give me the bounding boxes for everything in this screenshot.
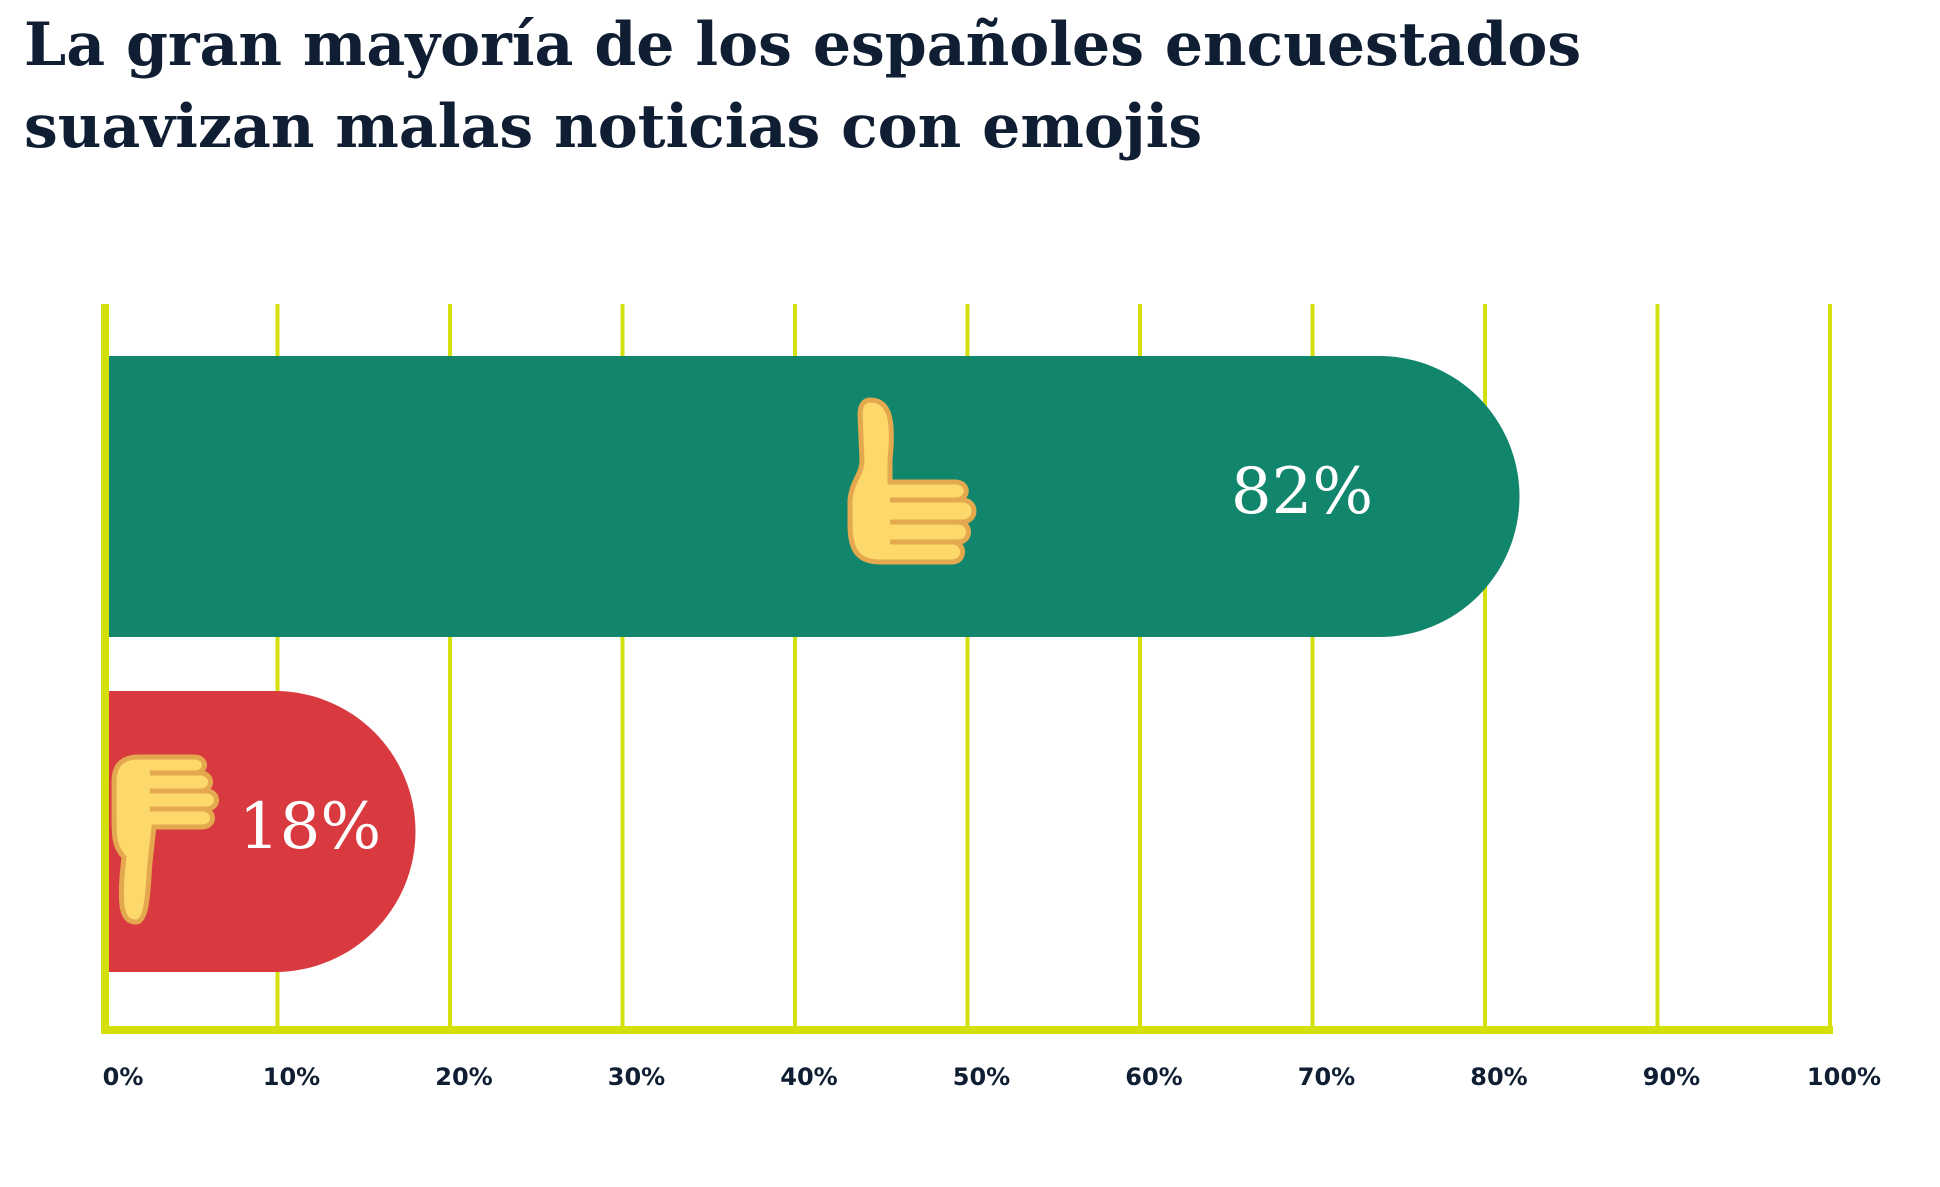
- x-tick-label: 30%: [608, 1063, 665, 1091]
- value-label: 82%: [1231, 455, 1373, 529]
- chart-title: La gran mayoría de los españoles encuest…: [24, 10, 1582, 162]
- value-label: 18%: [239, 790, 381, 864]
- x-tick-label: 80%: [1470, 1063, 1527, 1091]
- x-tick-label: 100%: [1807, 1063, 1881, 1091]
- x-tick-label: 20%: [435, 1063, 492, 1091]
- x-tick-label: 60%: [1125, 1063, 1182, 1091]
- plot: [101, 304, 1833, 1034]
- x-tick-label: 90%: [1643, 1063, 1700, 1091]
- x-tick-label: 0%: [103, 1063, 144, 1091]
- bar: [105, 356, 1520, 637]
- thumbs-up-icon: [847, 397, 977, 565]
- x-tick-label: 50%: [953, 1063, 1010, 1091]
- x-tick-label: 70%: [1298, 1063, 1355, 1091]
- thumbs-down-icon: [111, 754, 219, 925]
- x-tick-label: 10%: [263, 1063, 320, 1091]
- x-tick-label: 40%: [780, 1063, 837, 1091]
